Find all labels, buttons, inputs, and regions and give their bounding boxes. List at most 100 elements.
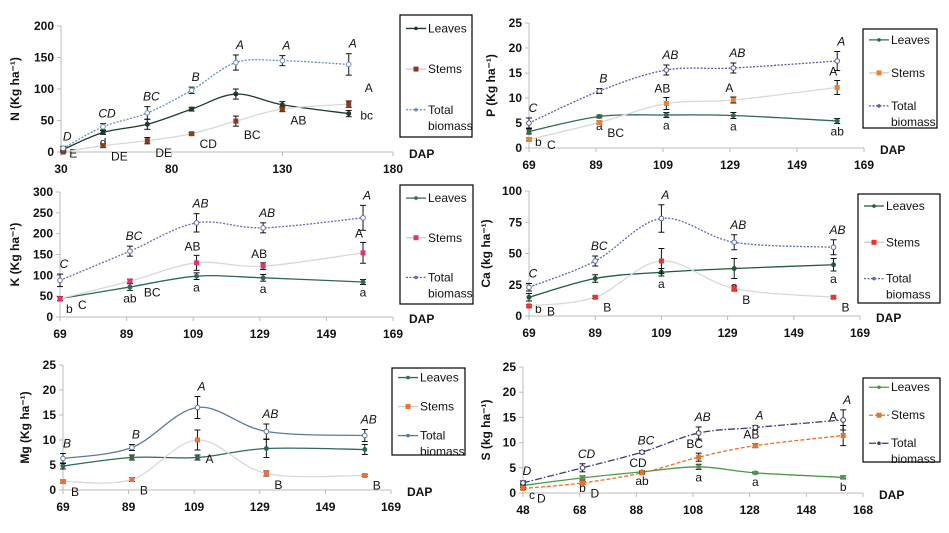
data-point	[360, 215, 366, 221]
data-point	[127, 248, 133, 254]
y-axis-label: P (Kg ha⁻¹)	[484, 54, 498, 117]
significance-letter: AB	[729, 218, 746, 232]
significance-letter: a	[695, 470, 702, 484]
significance-letter: A	[829, 65, 837, 79]
data-point	[730, 65, 737, 71]
data-point	[752, 470, 758, 476]
data-point	[60, 455, 66, 462]
legend-label-line: biomass	[886, 288, 931, 302]
data-point	[752, 424, 759, 431]
significance-letter: BC	[686, 437, 703, 451]
legend-label: Stems	[428, 231, 462, 245]
significance-letter: AB	[258, 206, 275, 220]
significance-letter: C	[60, 257, 69, 271]
x-tick-label: 109	[184, 500, 204, 514]
x-axis-label: DAP	[876, 311, 901, 325]
data-point	[194, 455, 200, 460]
significance-letter: b	[535, 302, 542, 316]
legend-marker	[877, 441, 881, 446]
x-tick-label: 68	[573, 503, 587, 517]
y-tick-label: 10	[509, 91, 523, 105]
significance-letter: AB	[728, 46, 745, 60]
y-tick-label: 20	[503, 385, 517, 399]
series-total-biomass: B B A AB AB	[60, 380, 377, 464]
legend-label-line: Total	[886, 272, 911, 286]
significance-letter: CD	[200, 137, 218, 151]
data-point	[263, 471, 269, 476]
significance-letter: D	[63, 129, 72, 143]
legend-label-line: Total	[420, 429, 445, 443]
data-point	[520, 480, 526, 486]
significance-letter: ab	[123, 291, 137, 305]
y-tick-label: 25	[503, 360, 517, 374]
x-tick-label: 108	[683, 503, 703, 517]
x-axis-label: DAP	[409, 312, 434, 326]
y-tick-label: 75	[509, 215, 523, 229]
legend-marker	[414, 196, 418, 200]
data-point	[100, 124, 106, 130]
significance-letter: CD	[629, 456, 647, 470]
y-tick-label: 15	[503, 410, 517, 424]
y-tick-label: 25	[43, 358, 57, 372]
legend-label-line: biomass	[891, 115, 936, 129]
legend-marker	[876, 70, 882, 76]
significance-letter: CD	[98, 107, 116, 121]
data-point	[730, 113, 736, 118]
significance-letter: BC	[607, 126, 624, 140]
x-tick-label: 48	[516, 503, 530, 517]
data-point	[840, 433, 846, 439]
data-point	[663, 101, 669, 106]
data-point	[834, 58, 841, 64]
legend-box	[862, 377, 941, 463]
legend-label: Total biomass	[886, 272, 931, 302]
data-point	[57, 277, 63, 284]
data-point	[520, 485, 526, 491]
legend-marker	[877, 104, 881, 108]
data-point	[60, 463, 66, 469]
legend-label-line: Total	[428, 103, 453, 117]
significance-letter: A	[754, 408, 763, 422]
data-point	[60, 479, 66, 484]
data-point	[345, 61, 352, 68]
data-point	[127, 278, 133, 284]
legend-label: Stems	[891, 66, 925, 80]
significance-letter: A	[235, 38, 244, 52]
data-point	[658, 215, 665, 222]
data-point	[731, 266, 737, 271]
chart-panel-4: 0 5 10 15 20 25 69 89 109 129 149 169 DAP Mg (Kg ha⁻¹…	[18, 358, 466, 514]
x-tick-label: 109	[183, 327, 203, 341]
series-line	[62, 447, 365, 467]
series-line	[59, 217, 364, 281]
significance-letter: E	[69, 147, 77, 161]
data-point	[580, 475, 585, 481]
significance-letter: C	[78, 298, 87, 312]
y-tick-label: 0	[515, 141, 522, 155]
significance-letter: ab	[831, 125, 845, 139]
legend-label: Leaves	[886, 199, 925, 213]
legend-label: Leaves	[428, 21, 467, 35]
data-point	[193, 220, 200, 226]
significance-letter: AB	[743, 428, 759, 442]
data-point	[260, 263, 266, 269]
x-tick-label: 69	[56, 500, 70, 514]
y-tick-label: 300	[33, 185, 53, 199]
significance-letter: B	[373, 479, 381, 493]
data-point	[526, 303, 532, 309]
legend: Leaves Stems Total biomass	[399, 14, 473, 138]
y-tick-label: 50	[41, 114, 55, 128]
legend-box	[399, 14, 473, 138]
x-axis-label: DAP	[879, 488, 904, 502]
x-tick-label: 149	[787, 158, 807, 172]
legend-marker	[872, 204, 876, 208]
data-point	[663, 112, 669, 118]
y-tick-label: 0	[46, 310, 53, 324]
y-tick-label: 10	[43, 433, 57, 447]
legend-label-line: biomass	[428, 286, 473, 300]
significance-letter: a	[730, 120, 737, 134]
data-point	[596, 120, 602, 125]
data-point	[592, 258, 599, 264]
data-point	[361, 432, 368, 439]
legend-label: Leaves	[891, 33, 930, 47]
data-point	[639, 470, 645, 476]
series-stems: B BBB	[526, 248, 850, 318]
